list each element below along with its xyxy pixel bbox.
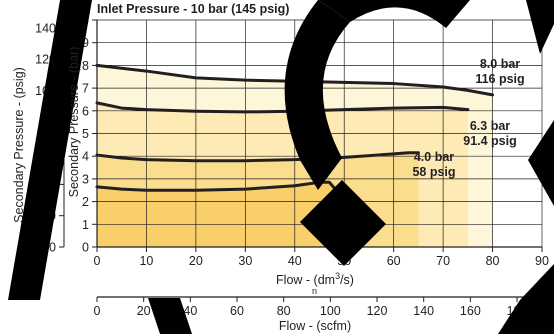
y-bar-tick-8: 8 <box>82 59 89 73</box>
y-bar-tick-2: 2 <box>82 195 89 209</box>
x-top-tick-60: 60 <box>387 254 401 268</box>
x-axis-top-label-subscript: n <box>312 286 317 296</box>
y-bar-tick-7: 7 <box>82 82 89 96</box>
chart-title: Inlet Pressure - 10 bar (145 psig) <box>97 2 289 16</box>
watermark-stroke-left <box>8 0 92 300</box>
watermark-arc-left <box>284 0 350 190</box>
x-top-tick-20: 20 <box>189 254 203 268</box>
y-bar-tick-0: 0 <box>82 241 89 255</box>
x-bottom-tick-100: 100 <box>320 304 341 318</box>
curve-2 <box>95 101 470 114</box>
watermark <box>8 0 554 334</box>
curve-3 <box>95 151 420 163</box>
x-top-tick-70: 70 <box>436 254 450 268</box>
region-fill-4 <box>97 182 335 247</box>
watermark-arc-top <box>318 0 470 28</box>
x-bottom-tick-80: 80 <box>277 304 291 318</box>
x-axis-bottom-label: Flow - (scfm) <box>279 319 351 333</box>
x-bottom-tick-60: 60 <box>230 304 244 318</box>
x-top-tick-0: 0 <box>94 254 101 268</box>
x-axis-top-label: Flow - (dm3/s) <box>276 271 354 287</box>
curve-label-1-bar: 8.0 bar <box>480 57 520 71</box>
x-bottom-tick-20: 20 <box>137 304 151 318</box>
x-bottom-tick-160: 160 <box>460 304 481 318</box>
y-axis-psig-label: Secondary Pressure - (psig) <box>12 67 26 223</box>
curve-label-3-bar: 4.0 bar <box>414 150 454 164</box>
x-top-tick-80: 80 <box>486 254 500 268</box>
x-top-tick-40: 40 <box>288 254 302 268</box>
watermark-stroke-bottom-right <box>498 264 554 334</box>
x-bottom-tick-0: 0 <box>94 304 101 318</box>
x-bottom-tick-140: 140 <box>413 304 434 318</box>
x-top-tick-30: 30 <box>238 254 252 268</box>
y-bar-tick-4: 4 <box>82 150 89 164</box>
watermark-stroke-top-right <box>526 0 554 54</box>
y-psig-tick-0: 0 <box>49 241 56 255</box>
x-top-tick-10: 10 <box>139 254 153 268</box>
curve-label-1-psig: 116 psig <box>475 72 524 86</box>
curve-4 <box>95 180 336 192</box>
y-bar-tick-1: 1 <box>82 218 89 232</box>
curve-label-2-psig: 91.4 psig <box>463 134 517 148</box>
x-bottom-tick-120: 120 <box>367 304 388 318</box>
y-bar-tick-5: 5 <box>82 127 89 141</box>
watermark-stroke-right <box>528 120 554 206</box>
y-axis-bar-label: Secondary Pressure - (bar) <box>67 47 81 198</box>
curve-label-3-psig: 58 psig <box>412 165 455 179</box>
watermark-stroke-bottom-left <box>148 298 192 334</box>
x-bottom-tick-40: 40 <box>183 304 197 318</box>
y-bar-tick-3: 3 <box>82 172 89 186</box>
y-bar-tick-6: 6 <box>82 104 89 118</box>
curve-label-2-bar: 6.3 bar <box>470 119 510 133</box>
y-bar-tick-9: 9 <box>82 36 89 50</box>
x-top-tick-90: 90 <box>535 254 549 268</box>
watermark-diamond <box>300 180 386 266</box>
y-psig-tick-140: 140 <box>35 21 56 35</box>
